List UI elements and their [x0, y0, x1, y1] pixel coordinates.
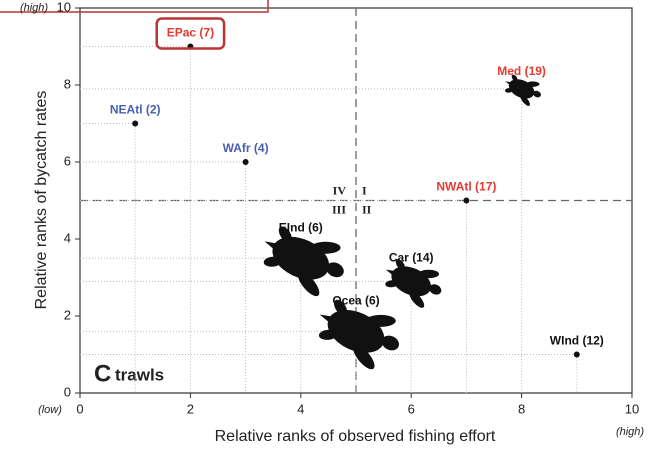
quadrant-label: I: [362, 183, 367, 197]
x-tick-label: 6: [408, 401, 415, 416]
turtle-part: [520, 94, 530, 106]
turtle-part: [318, 329, 337, 340]
quadrant-label: IV: [333, 183, 347, 197]
point: [463, 197, 470, 204]
turtle-part: [297, 271, 320, 297]
turtle-part: [353, 345, 375, 370]
turtle-part: [319, 314, 331, 322]
quadrant-label: II: [362, 202, 372, 216]
turtle-part: [511, 74, 518, 82]
turtle-part: [429, 284, 442, 295]
turtle-part: [525, 81, 540, 87]
y-high-label: (high): [20, 2, 48, 14]
turtle-part: [418, 269, 440, 279]
y-tick-label: 10: [57, 0, 71, 14]
turtle-part: [385, 269, 394, 275]
turtle-part: [333, 299, 348, 316]
turtle-part: [395, 259, 406, 271]
turtle-marker: [504, 74, 541, 106]
point-label: WAfr (4): [223, 141, 269, 155]
y-tick-label: 2: [64, 307, 71, 322]
x-tick-label: 4: [297, 401, 304, 416]
x-tick-label: 10: [625, 401, 639, 416]
turtle-part: [263, 256, 282, 267]
point-label: Med (19): [497, 64, 546, 78]
turtle-part: [505, 81, 511, 85]
turtle-part: [385, 280, 398, 288]
turtle-marker: [263, 226, 344, 297]
turtle-part: [264, 241, 276, 249]
turtle-part: [409, 290, 425, 308]
point-label: NEAtl (2): [110, 103, 161, 117]
turtle-part: [504, 88, 513, 93]
point-label: Ocea (6): [332, 294, 379, 308]
turtle-part: [365, 314, 396, 327]
point: [242, 159, 249, 165]
x-tick-label: 8: [518, 401, 525, 416]
highlight-edge: [0, 0, 269, 13]
quadrant-label: III: [332, 202, 346, 216]
turtle-marker: [318, 299, 399, 370]
y-tick-label: 0: [64, 384, 71, 399]
point-label: Car (14): [389, 251, 434, 265]
x-tick-label: 0: [76, 401, 83, 416]
point: [132, 120, 139, 127]
turtle-part: [326, 262, 344, 278]
x-high-label: (high): [616, 426, 644, 438]
highlight-box: [155, 17, 226, 50]
turtle-marker: [385, 259, 442, 308]
turtle-part: [278, 226, 292, 243]
x-axis-label: Relative ranks of observed fishing effor…: [215, 428, 496, 445]
y-axis-label: Relative ranks of bycatch rates: [33, 91, 50, 310]
y-tick-label: 6: [64, 153, 71, 168]
x-low-label: (low): [38, 404, 62, 416]
panel-letter: C: [94, 360, 111, 387]
x-tick-label: 2: [187, 401, 194, 416]
point-label: NWAtl (17): [436, 180, 496, 194]
turtle-part: [381, 335, 399, 351]
panel-title: trawls: [115, 365, 164, 384]
point-label: WInd (12): [550, 334, 604, 348]
point-label: EPac (7): [167, 26, 214, 40]
point: [573, 351, 580, 358]
y-tick-label: 8: [64, 76, 71, 91]
y-tick-label: 4: [64, 230, 71, 245]
point-label: EInd (6): [279, 220, 323, 234]
turtle-part: [533, 90, 541, 98]
turtle-part: [310, 241, 341, 254]
